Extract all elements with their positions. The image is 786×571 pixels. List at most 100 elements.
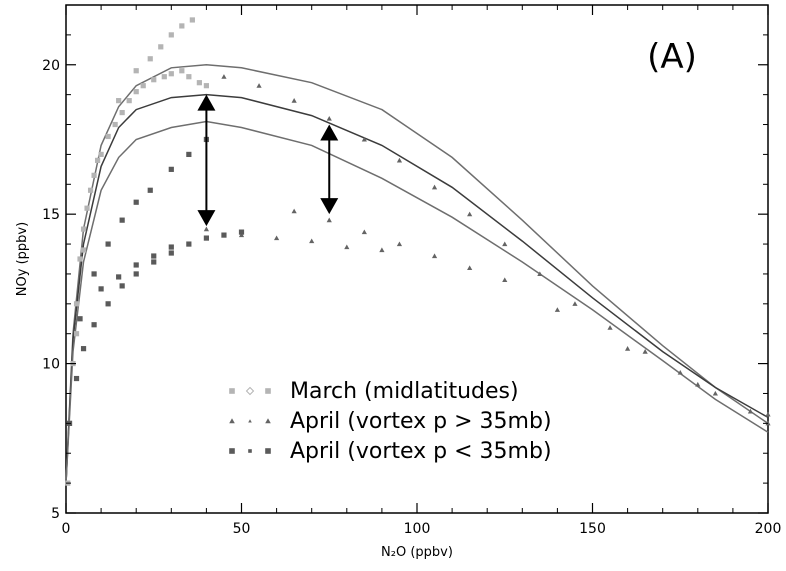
data-point xyxy=(87,187,94,193)
y-tick-label: 15 xyxy=(42,207,60,223)
data-point xyxy=(238,229,245,235)
data-point xyxy=(133,68,139,74)
data-point xyxy=(221,74,227,79)
legend-marker xyxy=(229,388,235,394)
data-point xyxy=(147,56,153,62)
data-point xyxy=(554,307,560,312)
legend-label-april-gt: April (vortex p > 35mb) xyxy=(290,409,552,434)
legend-item-april-gt: April (vortex p > 35mb) xyxy=(229,409,552,434)
data-point xyxy=(98,151,104,158)
data-point xyxy=(186,151,192,158)
data-point xyxy=(168,166,174,172)
data-point xyxy=(291,98,297,103)
data-point xyxy=(179,68,185,74)
x-tick-label: 200 xyxy=(755,521,782,537)
legend-label-april-lt: April (vortex p < 35mb) xyxy=(290,439,552,464)
data-point xyxy=(203,226,209,232)
data-point xyxy=(431,253,438,259)
data-point xyxy=(221,232,227,238)
x-tick-label: 100 xyxy=(404,521,431,537)
data-point xyxy=(112,121,118,128)
data-point xyxy=(625,346,631,351)
data-point xyxy=(116,98,122,104)
data-point xyxy=(133,262,139,268)
data-point xyxy=(695,381,701,387)
data-point xyxy=(147,187,153,193)
x-tick-label: 0 xyxy=(62,521,71,537)
data-point xyxy=(77,316,83,322)
panel-label: (A) xyxy=(647,37,697,77)
data-point xyxy=(73,301,80,307)
legend-marker-april-lt xyxy=(229,448,271,454)
data-point xyxy=(168,71,174,77)
legend-item-april-lt: April (vortex p < 35mb) xyxy=(229,439,552,464)
data-point xyxy=(256,83,262,88)
legend-label-march: March (midlatitudes) xyxy=(290,379,519,404)
data-point xyxy=(94,157,101,163)
data-point xyxy=(151,77,157,83)
y-axis: 5 10 15 20 xyxy=(42,4,768,522)
data-point xyxy=(502,277,508,282)
data-point xyxy=(158,44,164,50)
x-axis-label: N₂O (ppbv) xyxy=(381,545,453,560)
data-points xyxy=(65,17,771,486)
data-point xyxy=(126,98,132,104)
data-point xyxy=(98,286,104,292)
data-point xyxy=(361,229,367,235)
data-point xyxy=(396,157,403,163)
data-point xyxy=(196,80,202,86)
legend-marker xyxy=(248,419,252,423)
data-point xyxy=(326,115,332,121)
data-point xyxy=(105,133,111,140)
reference-curve xyxy=(65,93,769,484)
data-point xyxy=(119,283,125,289)
y-axis-label: NOy (ppbv) xyxy=(15,222,30,296)
data-point xyxy=(326,217,332,223)
data-point xyxy=(309,238,315,244)
data-point xyxy=(168,250,174,256)
data-point xyxy=(186,74,192,80)
data-point xyxy=(572,301,578,306)
legend-marker xyxy=(245,386,255,396)
data-point xyxy=(161,74,167,80)
data-point xyxy=(467,211,473,217)
y-tick-label: 10 xyxy=(42,357,60,373)
data-point xyxy=(502,241,508,247)
arrow-head-up xyxy=(320,124,339,141)
data-point xyxy=(151,253,157,259)
data-point xyxy=(105,241,111,247)
data-point xyxy=(80,226,87,232)
data-point xyxy=(396,241,403,247)
x-tick-label: 150 xyxy=(579,521,606,537)
data-point xyxy=(91,322,97,328)
data-point xyxy=(712,390,718,396)
data-point xyxy=(677,369,683,375)
legend-marker-april-gt xyxy=(229,418,271,424)
data-point xyxy=(80,346,87,352)
data-point xyxy=(168,244,174,250)
data-point xyxy=(203,235,209,241)
data-point xyxy=(133,271,139,277)
data-point xyxy=(642,349,648,354)
x-axis: 0 50 100 150 200 xyxy=(62,5,782,537)
legend-marker xyxy=(265,448,271,454)
arrow-head-down xyxy=(320,198,339,215)
legend-marker xyxy=(265,388,271,394)
data-point xyxy=(186,241,192,247)
data-point xyxy=(607,325,613,330)
data-point xyxy=(105,301,111,307)
legend: March (midlatitudes) April (vortex p > 3… xyxy=(229,379,552,464)
data-point xyxy=(344,244,350,250)
data-point xyxy=(537,271,543,277)
x-tick-label: 50 xyxy=(233,521,251,537)
data-point xyxy=(765,411,771,417)
y-tick-label: 5 xyxy=(51,506,60,522)
y-tick-label: 20 xyxy=(42,58,60,74)
legend-marker-march xyxy=(229,386,271,396)
data-point xyxy=(747,408,754,414)
data-point xyxy=(189,17,195,23)
data-point xyxy=(291,208,297,214)
data-point xyxy=(151,259,157,265)
data-point xyxy=(203,83,209,89)
